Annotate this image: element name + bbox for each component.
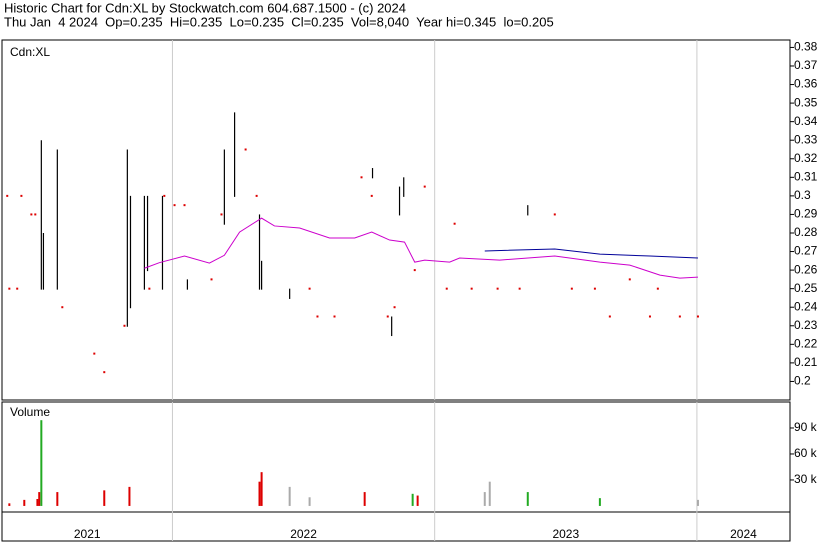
y-tick-label: 0.37 <box>794 58 818 72</box>
x-tick-label: 2021 <box>74 527 101 541</box>
close-dot <box>16 287 19 290</box>
volume-bar <box>526 492 529 506</box>
volume-bar <box>483 492 486 506</box>
x-tick-label: 2022 <box>290 527 317 541</box>
y-tick-label: 0.24 <box>794 299 818 313</box>
close-dot <box>148 287 151 290</box>
close-dot <box>93 352 96 355</box>
y-tick-label: 0.3 <box>794 188 811 202</box>
close-dot <box>6 194 9 197</box>
volume-bar <box>258 481 261 506</box>
x-tick-label: 2023 <box>552 527 579 541</box>
y-tick-label: 0.34 <box>794 114 818 128</box>
y-tick-label: 0.28 <box>794 225 818 239</box>
y-tick-label: 0.22 <box>794 337 818 351</box>
close-dot <box>696 315 699 318</box>
volume-bar <box>288 486 291 506</box>
close-dot <box>308 287 311 290</box>
close-dot <box>123 324 126 327</box>
close-dot <box>570 287 573 290</box>
close-dot <box>370 194 373 197</box>
close-dot <box>648 315 651 318</box>
close-dot <box>470 287 473 290</box>
y-tick-label: 0.26 <box>794 262 818 276</box>
volume-bar <box>416 495 419 506</box>
close-dot <box>496 287 499 290</box>
volume-bar <box>56 492 59 506</box>
close-dot <box>210 278 213 281</box>
y-tick-label: 0.32 <box>794 151 818 165</box>
close-dot <box>333 315 336 318</box>
panel-label: Volume <box>10 405 50 419</box>
close-dot <box>608 315 611 318</box>
y-tick-label: 0.36 <box>794 77 818 91</box>
close-dot <box>183 204 186 207</box>
close-dot <box>678 315 681 318</box>
close-dot <box>628 278 631 281</box>
volume-bar <box>23 499 26 506</box>
y-tick-label: 0.23 <box>794 318 818 332</box>
volume-bar <box>308 497 311 506</box>
y-tick-label: 60 k <box>794 446 818 460</box>
volume-bar <box>8 503 11 506</box>
y-tick-label: 0.38 <box>794 40 818 54</box>
close-dot <box>518 287 521 290</box>
close-dot <box>593 287 596 290</box>
close-dot <box>20 194 23 197</box>
panel-label: Cdn:XL <box>10 45 50 59</box>
y-tick-label: 0.31 <box>794 169 818 183</box>
y-tick-label: 0.29 <box>794 207 818 221</box>
volume-bar <box>38 492 41 506</box>
date-axis <box>1 511 791 542</box>
moving-average <box>484 248 698 259</box>
price-panel <box>1 39 791 401</box>
y-tick-label: 0.27 <box>794 244 818 258</box>
volume-bar <box>128 486 131 506</box>
quote-line: Thu Jan 4 2024 Op=0.235 Hi=0.235 Lo=0.23… <box>4 14 554 29</box>
close-dot <box>386 315 389 318</box>
y-tick-label: 90 k <box>794 420 818 434</box>
close-dot <box>8 287 11 290</box>
close-dot <box>393 306 396 309</box>
y-tick-label: 0.33 <box>794 132 818 146</box>
close-dot <box>316 315 319 318</box>
y-tick-label: 0.35 <box>794 95 818 109</box>
close-dot <box>553 213 556 216</box>
close-dot <box>360 176 363 179</box>
moving-average <box>144 217 698 279</box>
chart-title: Historic Chart for Cdn:XL by Stockwatch.… <box>4 0 406 15</box>
close-dot <box>34 213 37 216</box>
close-dot <box>244 148 247 151</box>
close-dot <box>220 213 223 216</box>
close-dot <box>163 194 166 197</box>
close-dot <box>173 204 176 207</box>
close-dot <box>656 287 659 290</box>
close-dot <box>103 371 106 374</box>
volume-bar <box>598 498 601 506</box>
close-dot <box>61 306 64 309</box>
close-dot <box>413 269 416 272</box>
y-tick-label: 0.21 <box>794 355 818 369</box>
volume-bar <box>103 490 106 506</box>
x-tick-label: 2024 <box>730 527 757 541</box>
close-dot <box>453 222 456 225</box>
y-tick-label: 0.2 <box>794 374 811 388</box>
volume-bar <box>260 472 263 506</box>
close-dot <box>255 194 258 197</box>
volume-bar <box>696 499 699 506</box>
y-tick-label: 0.25 <box>794 281 818 295</box>
close-dot <box>445 287 448 290</box>
close-dot <box>30 213 33 216</box>
volume-bar <box>36 499 39 506</box>
volume-bar <box>411 493 414 506</box>
volume-bar <box>363 492 366 506</box>
volume-bar <box>488 481 491 506</box>
y-tick-label: 30 k <box>794 472 818 486</box>
volume-bar <box>40 420 43 506</box>
close-dot <box>423 185 426 188</box>
